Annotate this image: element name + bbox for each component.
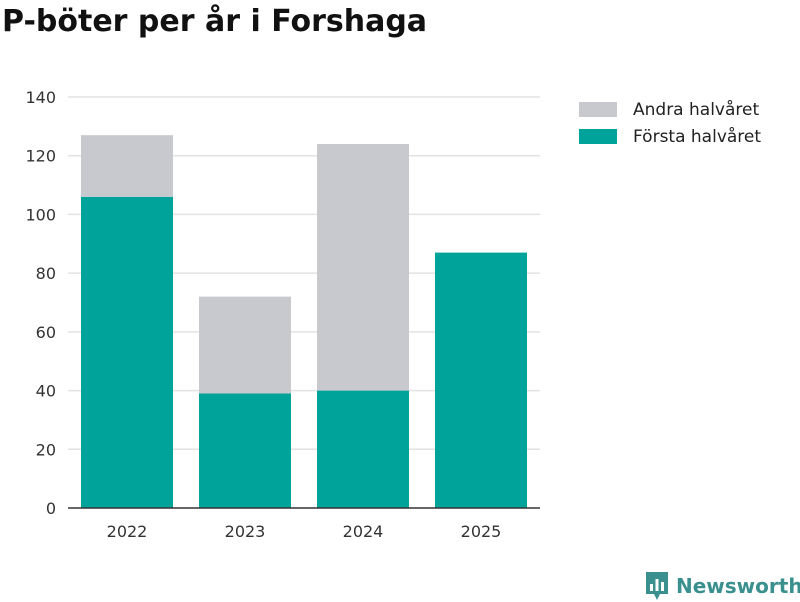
legend-label-forsta: Första halvåret [633,126,762,147]
bar-forsta-2023 [199,393,291,508]
x-tick-label-2024: 2024 [343,522,384,541]
y-tick-label-80: 80 [36,264,56,283]
chart-title: P-böter per år i Forshaga [2,4,428,39]
legend-swatch-forsta [579,129,617,144]
x-tick-label-2023: 2023 [225,522,266,541]
bar-forsta-2022 [81,196,173,509]
y-tick-label-0: 0 [46,499,56,518]
y-tick-label-100: 100 [25,205,56,224]
legend-label-andra: Andra halvåret [633,99,760,120]
legend: Andra halvåret Första halvåret [579,96,761,150]
brand-name: Newsworthy [676,574,800,598]
y-tick-label-60: 60 [36,323,56,342]
bar-andra-2023 [199,296,291,394]
bar-forsta-2024 [317,390,409,508]
y-tick-label-20: 20 [36,440,56,459]
legend-swatch-andra [579,102,617,117]
newsworthy-logo-icon [646,572,668,600]
bar-andra-2022 [81,135,173,197]
y-tick-label-40: 40 [36,382,56,401]
newsworthy-brand[interactable]: Newsworthy [644,570,800,602]
y-tick-label-120: 120 [25,147,56,166]
x-tick-label-2022: 2022 [107,522,148,541]
y-tick-label-140: 140 [25,88,56,107]
x-tick-label-2025: 2025 [461,522,502,541]
bar-forsta-2025 [435,252,527,508]
legend-item-andra[interactable]: Andra halvåret [579,96,761,123]
legend-item-forsta[interactable]: Första halvåret [579,123,761,150]
bar-andra-2024 [317,143,409,391]
